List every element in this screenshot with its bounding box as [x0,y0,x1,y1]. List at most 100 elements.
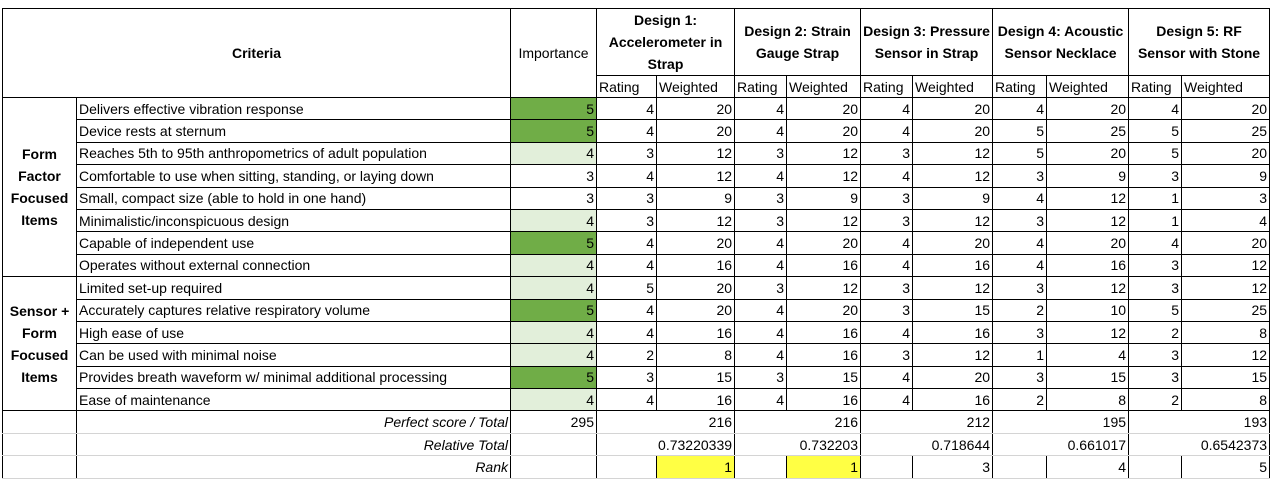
rank-cell: 1 [786,455,862,479]
weighted-cell: 4 [1181,208,1270,233]
relative-cell: 0.732203 [734,432,862,457]
criterion-cell: Minimalistic/inconspicuous design [76,208,511,233]
header-row: Criteria Importance Design 1: Acceleromete… [2,8,1270,98]
total-cell: 212 [860,410,994,434]
criterion-cell: Operates without external connection [76,253,511,278]
table-row: Operates without external connection 4 4 16… [3,253,1270,278]
table-row: Minimalistic/inconspicuous design 4 3 12 3 12… [3,208,1270,233]
rating-cell: 3 [734,276,788,300]
weighted-cell: 20 [1181,231,1270,255]
relative-cell: 0.73220339 [595,432,736,457]
table-row: Device rests at sternum 5 4 20 4 20 4 20 5 25 5 25 [3,119,1270,143]
rating-cell: 3 [734,365,788,390]
weighted-cell: 12 [655,164,736,188]
rating-cell: 2 [992,298,1048,322]
importance-cell: 5 [510,96,597,121]
weighted-cell: 12 [912,343,994,367]
design-header: Design 1: Accelerometer in Strap [595,8,736,76]
weighted-cell: 20 [912,231,994,255]
weighted-cell: 15 [1046,365,1130,390]
rating-cell: 3 [1128,276,1183,300]
rating-cell: 4 [734,388,788,412]
blank-cell [2,432,77,457]
rating-cell: 3 [1128,164,1183,188]
weighted-cell: 3 [1181,186,1270,210]
importance-cell: 4 [510,141,597,166]
table-row: Capable of independent use 5 4 20 4 20 4 20 4 20 4… [3,231,1270,255]
rating-cell: 5 [1128,119,1183,143]
weighted-header: Weighted [655,75,736,98]
rating-cell: 3 [1128,343,1183,367]
rating-header: Rating [992,75,1048,98]
weighted-cell: 16 [786,343,862,367]
importance-cell: 5 [510,231,597,255]
rating-cell: 3 [860,298,914,322]
weighted-cell: 9 [1181,164,1270,188]
weighted-cell: 20 [786,96,862,121]
weighted-cell: 9 [655,186,736,210]
summary-importance [510,432,597,457]
table-row: Form Factor Focused Items Delivers effect… [2,96,1270,278]
design-header: Design 5: RF Sensor with Stone [1128,8,1270,76]
table-row: Sensor + Form Focused Items Limited set-u… [2,276,1270,412]
rating-cell: 3 [860,343,914,367]
blank-cell [2,455,77,479]
rating-cell: 3 [992,164,1048,188]
criterion-cell: Provides breath waveform w/ minimal addi… [76,365,511,390]
group-label: Sensor + Form Focused Items [2,276,77,412]
weighted-cell: 9 [786,186,862,210]
rating-cell: 1 [1128,208,1183,233]
weighted-cell: 12 [786,141,862,166]
rating-cell: 4 [992,253,1048,278]
weighted-cell: 12 [1181,276,1270,300]
rating-cell: 2 [1128,388,1183,412]
weighted-cell: 16 [655,253,736,278]
rank-row: Rank 1 1 3 4 5 [2,455,1270,479]
rating-cell: 4 [596,253,657,278]
summary-label: Perfect score / Total [76,410,511,434]
weighted-cell: 20 [1181,96,1270,121]
criterion-cell: Can be used with minimal noise [76,343,511,367]
blank-cell [2,410,77,434]
table-row: Comfortable to use when sitting, standin… [3,164,1270,188]
rating-cell: 4 [734,343,788,367]
rating-cell: 4 [1128,96,1183,121]
rating-cell: 4 [734,164,788,188]
rating-cell: 3 [992,365,1048,390]
importance-cell: 4 [510,388,597,412]
rating-cell: 4 [734,231,788,255]
weighted-cell: 25 [1046,119,1130,143]
importance-cell: 3 [510,164,597,188]
rating-cell: 5 [1128,298,1183,322]
decision-matrix: Criteria Importance Design 1: Acceleromete… [2,8,1270,479]
rating-cell: 4 [734,96,788,121]
rating-cell: 4 [734,298,788,322]
weighted-cell: 12 [1181,343,1270,367]
rating-cell: 4 [734,320,788,345]
weighted-cell: 20 [786,231,862,255]
rating-cell: 4 [992,186,1048,210]
rating-header: Rating [860,75,914,98]
importance-cell: 3 [510,186,597,210]
relative-cell: 0.718644 [860,432,994,457]
rating-header: Rating [596,75,657,98]
weighted-cell: 15 [786,365,862,390]
rating-cell: 3 [860,141,914,166]
weighted-header: Weighted [1046,75,1130,98]
rating-cell: 4 [1128,231,1183,255]
rating-cell: 4 [992,231,1048,255]
rating-cell: 4 [860,119,914,143]
design-header: Design 2: Strain Gauge Strap [734,8,862,76]
rating-cell: 1 [1128,186,1183,210]
weighted-cell: 12 [912,141,994,166]
rating-cell: 4 [860,96,914,121]
importance-cell: 5 [510,365,597,390]
rating-cell: 4 [596,298,657,322]
weighted-cell: 12 [786,164,862,188]
weighted-cell: 20 [912,365,994,390]
weighted-cell: 20 [912,119,994,143]
table-row: Can be used with minimal noise 4 2 8 4 16 3 12 1… [3,343,1270,367]
weighted-cell: 8 [1181,320,1270,345]
weighted-header: Weighted [912,75,994,98]
relative-total-row: Relative Total 0.73220339 0.732203 0.718644… [2,432,1270,457]
